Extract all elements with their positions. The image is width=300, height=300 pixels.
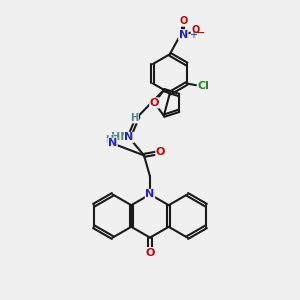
Text: O: O xyxy=(150,98,159,108)
Text: O: O xyxy=(179,16,188,26)
Text: H: H xyxy=(130,113,139,123)
Text: N: N xyxy=(146,189,154,200)
Text: O: O xyxy=(156,147,165,158)
Text: N: N xyxy=(179,30,188,40)
Text: +: + xyxy=(189,30,197,40)
Text: Cl: Cl xyxy=(197,82,209,92)
Text: N: N xyxy=(124,132,134,142)
Text: −: − xyxy=(195,27,206,40)
Text: O: O xyxy=(191,25,200,35)
Text: H: H xyxy=(105,135,113,145)
Text: O: O xyxy=(145,248,155,258)
Text: HN: HN xyxy=(110,132,129,142)
Text: N: N xyxy=(108,138,117,148)
